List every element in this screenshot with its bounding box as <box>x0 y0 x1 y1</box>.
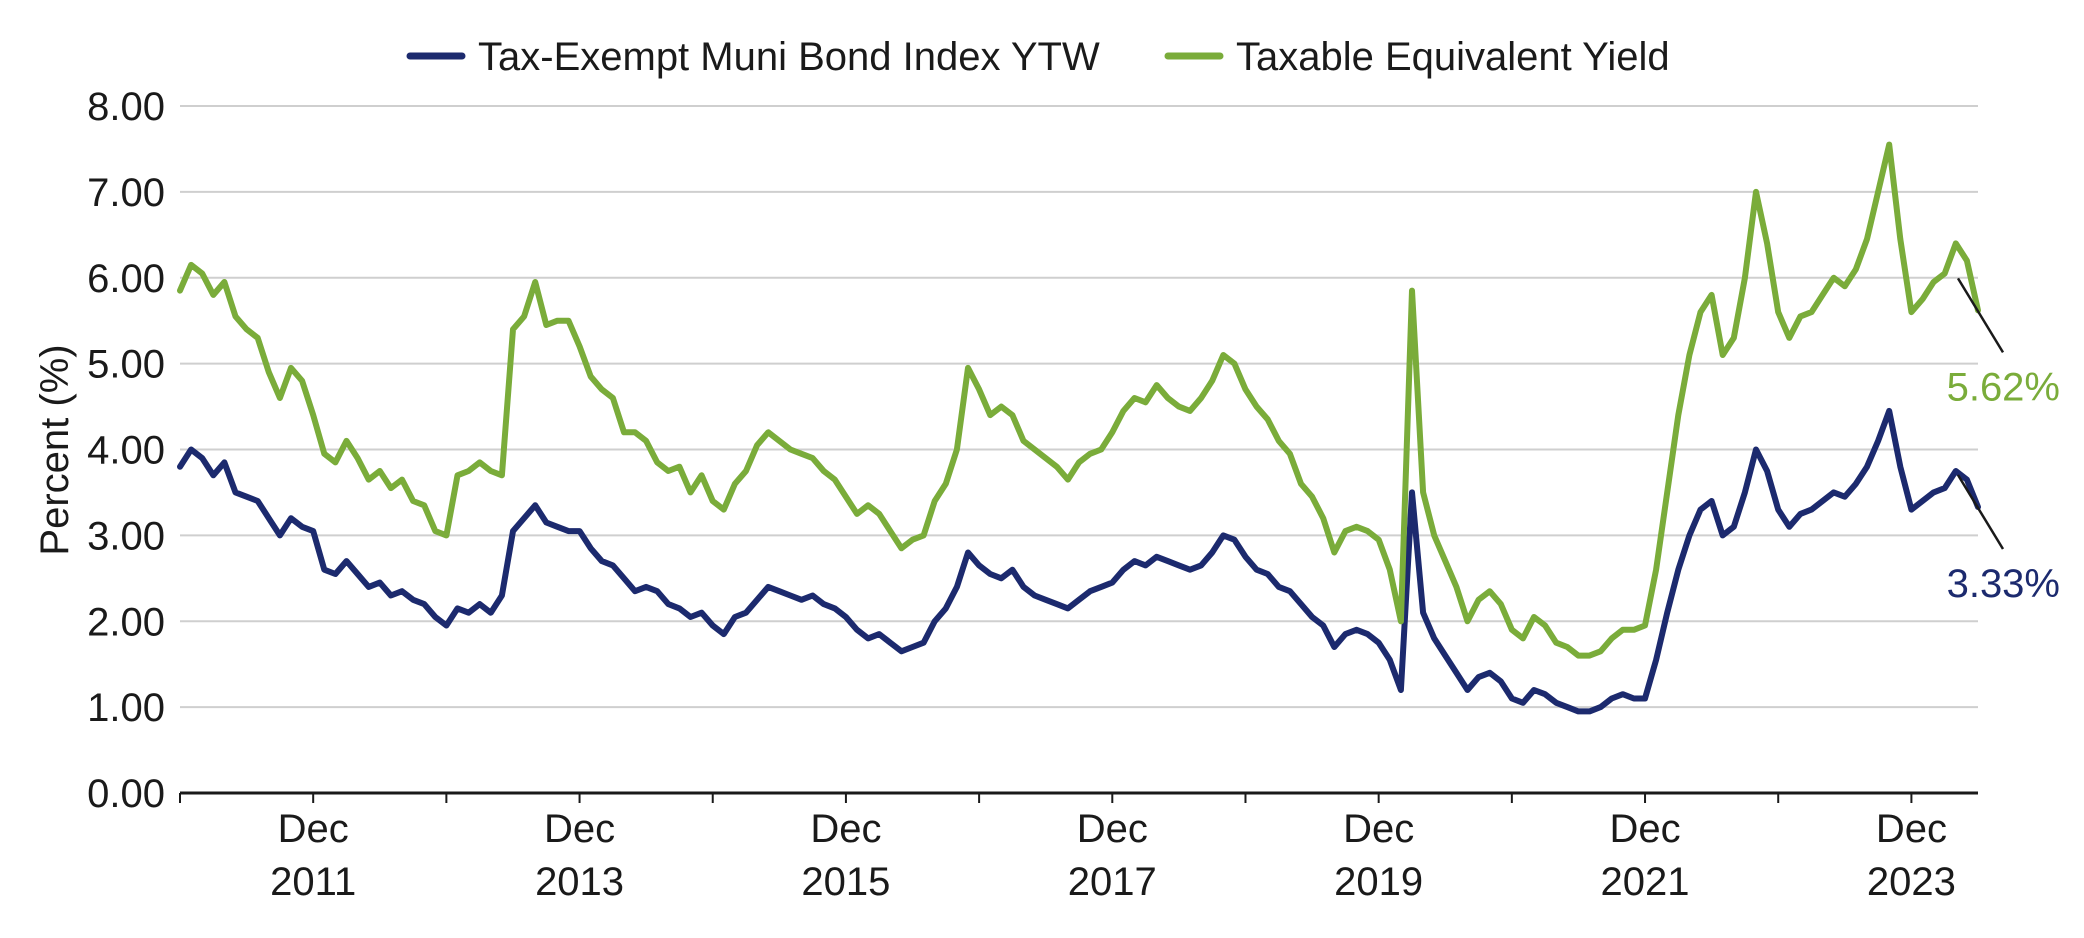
x-tick-label-year: 2015 <box>801 860 890 904</box>
legend-label: Tax-Exempt Muni Bond Index YTW <box>478 35 1100 79</box>
x-tick-label-year: 2023 <box>1867 860 1956 904</box>
y-tick-label: 8.00 <box>87 85 165 129</box>
y-tick-label: 0.00 <box>87 772 165 816</box>
legend: Tax-Exempt Muni Bond Index YTW Taxable Eq… <box>406 35 1670 79</box>
x-tick-label-month: Dec <box>1609 807 1680 851</box>
gridlines <box>180 105 1978 709</box>
x-tick-label-year: 2021 <box>1601 860 1690 904</box>
y-tick-label: 6.00 <box>87 257 165 301</box>
callout-leader <box>1956 474 2005 550</box>
callout-leader <box>1956 277 2005 354</box>
end-labels: 3.33% 5.62% <box>1947 277 2060 606</box>
x-axis: Dec 2011 Dec 2013 Dec 2015 Dec 2017 Dec 2019 Dec 20… <box>179 791 1978 904</box>
x-tick-label-year: 2017 <box>1068 860 1157 904</box>
x-tick-label-year: 2013 <box>535 860 624 904</box>
muni-ytw-end-label: 3.33% <box>1947 562 2060 606</box>
y-tick-label: 2.00 <box>87 600 165 644</box>
legend-label: Taxable Equivalent Yield <box>1236 35 1670 79</box>
x-tick-label-year: 2011 <box>270 860 356 904</box>
x-tick-label-month: Dec <box>1077 807 1148 851</box>
x-tick-label-month: Dec <box>1876 807 1947 851</box>
y-axis-label: Percent (%) <box>33 344 77 555</box>
series-lines <box>177 141 1981 715</box>
y-tick-label: 5.00 <box>87 343 165 387</box>
x-tick-label-year: 2019 <box>1334 860 1423 904</box>
taxable-equivalent-line <box>177 141 1981 659</box>
x-tick-label-month: Dec <box>278 807 349 851</box>
y-axis-ticks: 0.00 1.00 2.00 3.00 4.00 5.00 6.00 7.00 8.00 <box>87 85 165 816</box>
y-tick-label: 1.00 <box>87 686 165 730</box>
x-tick-label-month: Dec <box>1343 807 1414 851</box>
x-tick-label-month: Dec <box>544 807 615 851</box>
x-tick-label-month: Dec <box>810 807 881 851</box>
y-tick-label: 7.00 <box>87 171 165 215</box>
y-tick-label: 4.00 <box>87 429 165 473</box>
y-tick-label: 3.00 <box>87 514 165 558</box>
muni-ytw-line <box>177 407 1981 715</box>
taxable-equivalent-end-label: 5.62% <box>1947 365 2060 409</box>
